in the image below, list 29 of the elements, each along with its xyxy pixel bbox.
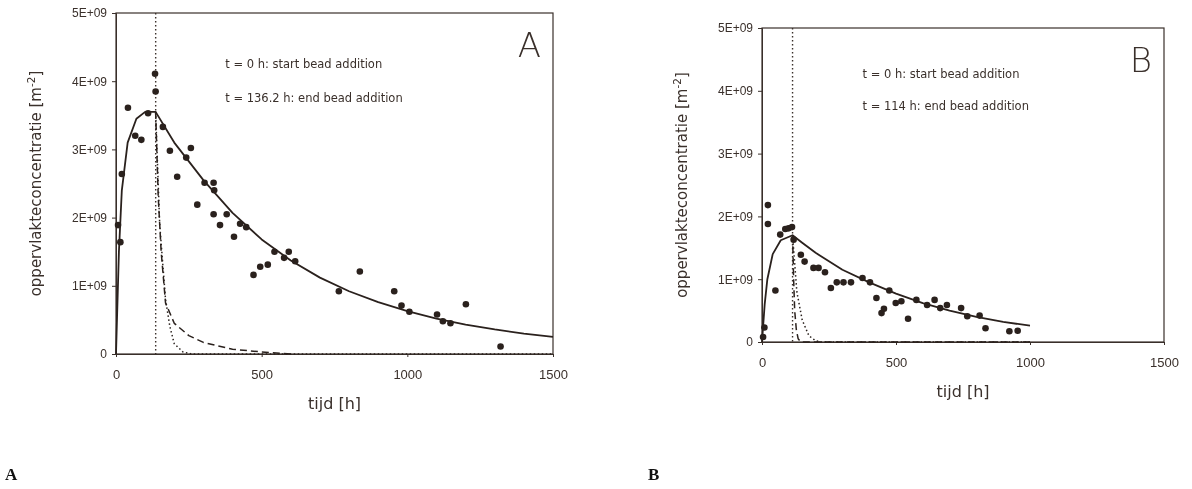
- y-tick-label: 4E+09: [717, 84, 754, 99]
- x-tick-label: 1000: [1016, 355, 1045, 371]
- annotation: A: [517, 25, 541, 65]
- annotation: t = 0 h: start bead addition: [862, 67, 1020, 82]
- y-tick-label: 3E+09: [717, 146, 754, 161]
- x-tick-label: 0: [112, 367, 121, 383]
- x-axis-title: tijd [h]: [307, 394, 362, 413]
- y-tick-label: 3E+09: [71, 142, 108, 157]
- y-tick-label: 0: [746, 335, 754, 350]
- x-axis-title: tijd [h]: [936, 382, 990, 401]
- y-tick-label: 2E+09: [717, 209, 754, 224]
- annotation: t = 0 h: start bead addition: [225, 56, 383, 71]
- x-tick-label: 500: [885, 355, 908, 371]
- x-tick-label: 1000: [393, 367, 423, 383]
- annotation: B: [1129, 40, 1152, 80]
- text: A: [5, 465, 18, 484]
- text: B: [648, 465, 660, 484]
- y-tick-label: 1E+09: [71, 279, 108, 294]
- y-tick-label: 5E+09: [71, 6, 108, 21]
- y-tick-label: 4E+09: [71, 74, 108, 89]
- y-tick-label: 5E+09: [717, 21, 754, 36]
- x-tick-label: 500: [251, 367, 274, 383]
- x-tick-label: 1500: [1150, 355, 1179, 371]
- annotation: t = 136.2 h: end bead addition: [225, 90, 403, 105]
- y-tick-label: 2E+09: [71, 210, 108, 225]
- x-tick-label: 1500: [539, 367, 568, 383]
- y-tick-label: 1E+09: [717, 272, 754, 287]
- x-tick-label: 0: [758, 355, 767, 371]
- annotation: t = 114 h: end bead addition: [862, 98, 1029, 113]
